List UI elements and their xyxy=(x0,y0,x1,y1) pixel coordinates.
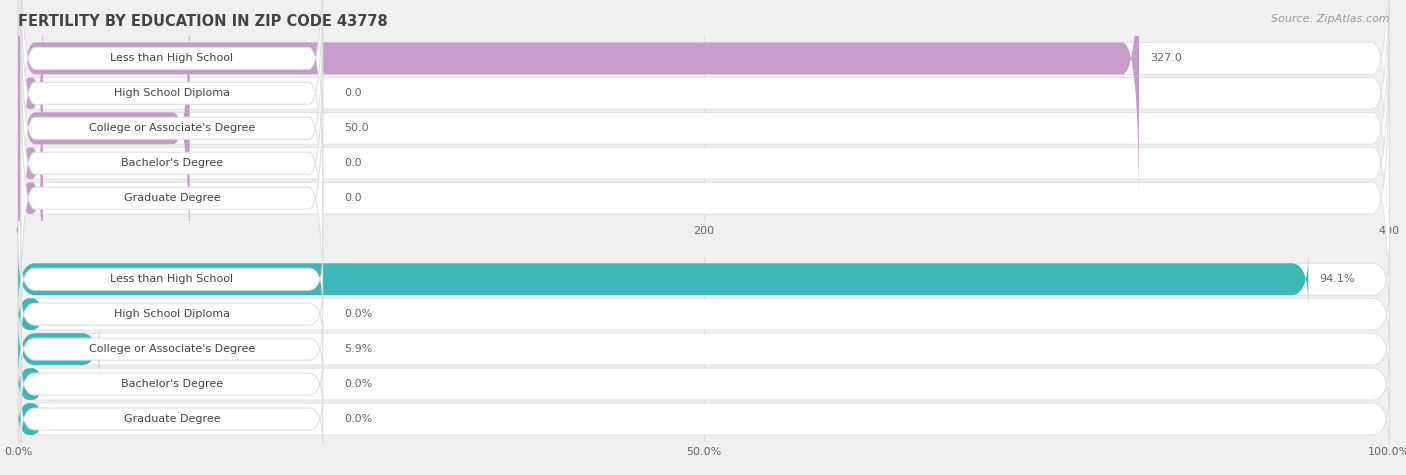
Text: Less than High School: Less than High School xyxy=(110,53,233,63)
FancyBboxPatch shape xyxy=(18,0,1389,245)
FancyBboxPatch shape xyxy=(21,290,322,338)
FancyBboxPatch shape xyxy=(21,325,322,373)
FancyBboxPatch shape xyxy=(18,0,1389,210)
Text: Bachelor's Degree: Bachelor's Degree xyxy=(121,379,224,389)
Text: High School Diploma: High School Diploma xyxy=(114,88,229,98)
FancyBboxPatch shape xyxy=(21,255,322,303)
FancyBboxPatch shape xyxy=(18,46,1389,350)
FancyBboxPatch shape xyxy=(21,0,322,257)
Text: Bachelor's Degree: Bachelor's Degree xyxy=(121,158,224,168)
FancyBboxPatch shape xyxy=(18,0,190,280)
FancyBboxPatch shape xyxy=(18,323,100,375)
FancyBboxPatch shape xyxy=(21,0,322,187)
Text: 50.0: 50.0 xyxy=(344,123,370,133)
Text: College or Associate's Degree: College or Associate's Degree xyxy=(89,344,254,354)
Text: 0.0: 0.0 xyxy=(344,158,363,168)
FancyBboxPatch shape xyxy=(18,102,44,294)
Text: 0.0: 0.0 xyxy=(344,193,363,203)
FancyBboxPatch shape xyxy=(21,69,322,327)
Text: Graduate Degree: Graduate Degree xyxy=(124,193,221,203)
FancyBboxPatch shape xyxy=(21,34,322,292)
FancyBboxPatch shape xyxy=(18,253,1389,305)
FancyBboxPatch shape xyxy=(21,360,322,408)
Text: Graduate Degree: Graduate Degree xyxy=(124,414,221,424)
Text: 94.1%: 94.1% xyxy=(1319,274,1355,284)
FancyBboxPatch shape xyxy=(18,288,1389,340)
Text: 0.0: 0.0 xyxy=(344,88,363,98)
Text: Less than High School: Less than High School xyxy=(110,274,233,284)
Text: FERTILITY BY EDUCATION IN ZIP CODE 43778: FERTILITY BY EDUCATION IN ZIP CODE 43778 xyxy=(18,14,388,29)
FancyBboxPatch shape xyxy=(18,0,1139,210)
FancyBboxPatch shape xyxy=(21,0,322,222)
Text: College or Associate's Degree: College or Associate's Degree xyxy=(89,123,254,133)
FancyBboxPatch shape xyxy=(18,358,1389,410)
FancyBboxPatch shape xyxy=(18,67,44,259)
FancyBboxPatch shape xyxy=(18,368,44,400)
FancyBboxPatch shape xyxy=(18,253,1309,305)
Text: 0.0%: 0.0% xyxy=(344,309,373,319)
Text: 0.0%: 0.0% xyxy=(344,379,373,389)
FancyBboxPatch shape xyxy=(18,403,44,435)
Text: High School Diploma: High School Diploma xyxy=(114,309,229,319)
FancyBboxPatch shape xyxy=(18,11,1389,315)
Text: 5.9%: 5.9% xyxy=(344,344,373,354)
FancyBboxPatch shape xyxy=(18,0,1389,280)
FancyBboxPatch shape xyxy=(21,395,322,443)
Text: 0.0%: 0.0% xyxy=(344,414,373,424)
FancyBboxPatch shape xyxy=(18,323,1389,375)
FancyBboxPatch shape xyxy=(18,0,44,189)
Text: 327.0: 327.0 xyxy=(1150,53,1182,63)
FancyBboxPatch shape xyxy=(18,298,44,330)
Text: Source: ZipAtlas.com: Source: ZipAtlas.com xyxy=(1271,14,1389,24)
FancyBboxPatch shape xyxy=(18,393,1389,445)
